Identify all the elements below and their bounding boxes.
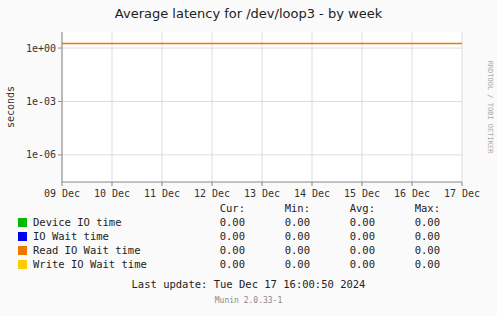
plot-area — [62, 32, 462, 182]
tick-x — [62, 182, 63, 186]
legend-swatch — [18, 260, 27, 269]
legend-swatch — [18, 232, 27, 241]
tick-y — [58, 101, 62, 102]
footnote: Munin 2.0.33-1 — [215, 296, 283, 305]
tick-x — [462, 182, 463, 186]
tick-x — [162, 182, 163, 186]
legend-stat: 0.00 — [220, 230, 245, 242]
tick-x — [312, 182, 313, 186]
legend-stat: 0.00 — [350, 230, 375, 242]
legend-label: Write IO Wait time — [33, 258, 147, 270]
legend-stat: 0.00 — [350, 216, 375, 228]
legend-stat: 0.00 — [285, 216, 310, 228]
tick-label-x: 17 Dec — [444, 188, 480, 199]
tick-x — [112, 182, 113, 186]
tick-x — [412, 182, 413, 186]
legend-label: Read IO Wait time — [33, 244, 140, 256]
legend-stat: 0.00 — [220, 258, 245, 270]
legend-stat: 0.00 — [285, 230, 310, 242]
grid-line-x — [362, 32, 363, 182]
legend-stat: 0.00 — [415, 216, 440, 228]
footnote: Last update: Tue Dec 17 16:00:50 2024 — [132, 278, 366, 290]
tick-label-x: 09 Dec — [44, 188, 80, 199]
tick-x — [362, 182, 363, 186]
tick-label-y: 1e-03 — [26, 96, 56, 107]
grid-line-x — [212, 32, 213, 182]
legend-label: IO Wait time — [33, 230, 109, 242]
grid-line-x — [162, 32, 163, 182]
grid-line-x — [62, 32, 63, 182]
legend-swatch — [18, 246, 27, 255]
legend-stat: 0.00 — [220, 216, 245, 228]
tick-label-x: 12 Dec — [194, 188, 230, 199]
legend-stat: 0.00 — [415, 244, 440, 256]
tick-label-x: 13 Dec — [244, 188, 280, 199]
marks — [62, 43, 462, 44]
tick-label-x: 14 Dec — [294, 188, 330, 199]
legend-header: Cur: — [220, 202, 245, 214]
tick-label-y: 1e+00 — [26, 43, 56, 54]
tick-y — [58, 48, 62, 49]
chart: Average latency for /dev/loop3 - by week… — [0, 0, 497, 316]
grid-line-x — [462, 32, 463, 182]
tick-label-x: 15 Dec — [344, 188, 380, 199]
axis-y — [62, 32, 63, 182]
tick-label-x: 10 Dec — [94, 188, 130, 199]
legend-stat: 0.00 — [285, 258, 310, 270]
legend-label: Device IO time — [33, 216, 122, 228]
legend-stat: 0.00 — [350, 258, 375, 270]
tick-label-x: 16 Dec — [394, 188, 430, 199]
watermark: RRDTOOL / TOBI OETIKER — [486, 61, 494, 155]
legend-swatch — [18, 218, 27, 227]
tick-x — [212, 182, 213, 186]
grid-line-x — [412, 32, 413, 182]
legend-stat: 0.00 — [350, 244, 375, 256]
axis-label-y: seconds — [5, 86, 16, 128]
tick-y — [58, 154, 62, 155]
tick-label-y: 1e-06 — [26, 149, 56, 160]
legend-header: Min: — [285, 202, 310, 214]
series-line — [62, 43, 462, 45]
legend-stat: 0.00 — [220, 244, 245, 256]
legend-stat: 0.00 — [415, 258, 440, 270]
legend-stat: 0.00 — [415, 230, 440, 242]
title: Average latency for /dev/loop3 - by week — [115, 6, 383, 21]
tick-label-x: 11 Dec — [144, 188, 180, 199]
legend-header: Max: — [415, 202, 440, 214]
legend-header: Avg: — [350, 202, 375, 214]
axis-x — [62, 182, 462, 183]
grid-line-x — [312, 32, 313, 182]
legend-stat: 0.00 — [285, 244, 310, 256]
grid-line-x — [262, 32, 263, 182]
grid-line-x — [112, 32, 113, 182]
tick-x — [262, 182, 263, 186]
